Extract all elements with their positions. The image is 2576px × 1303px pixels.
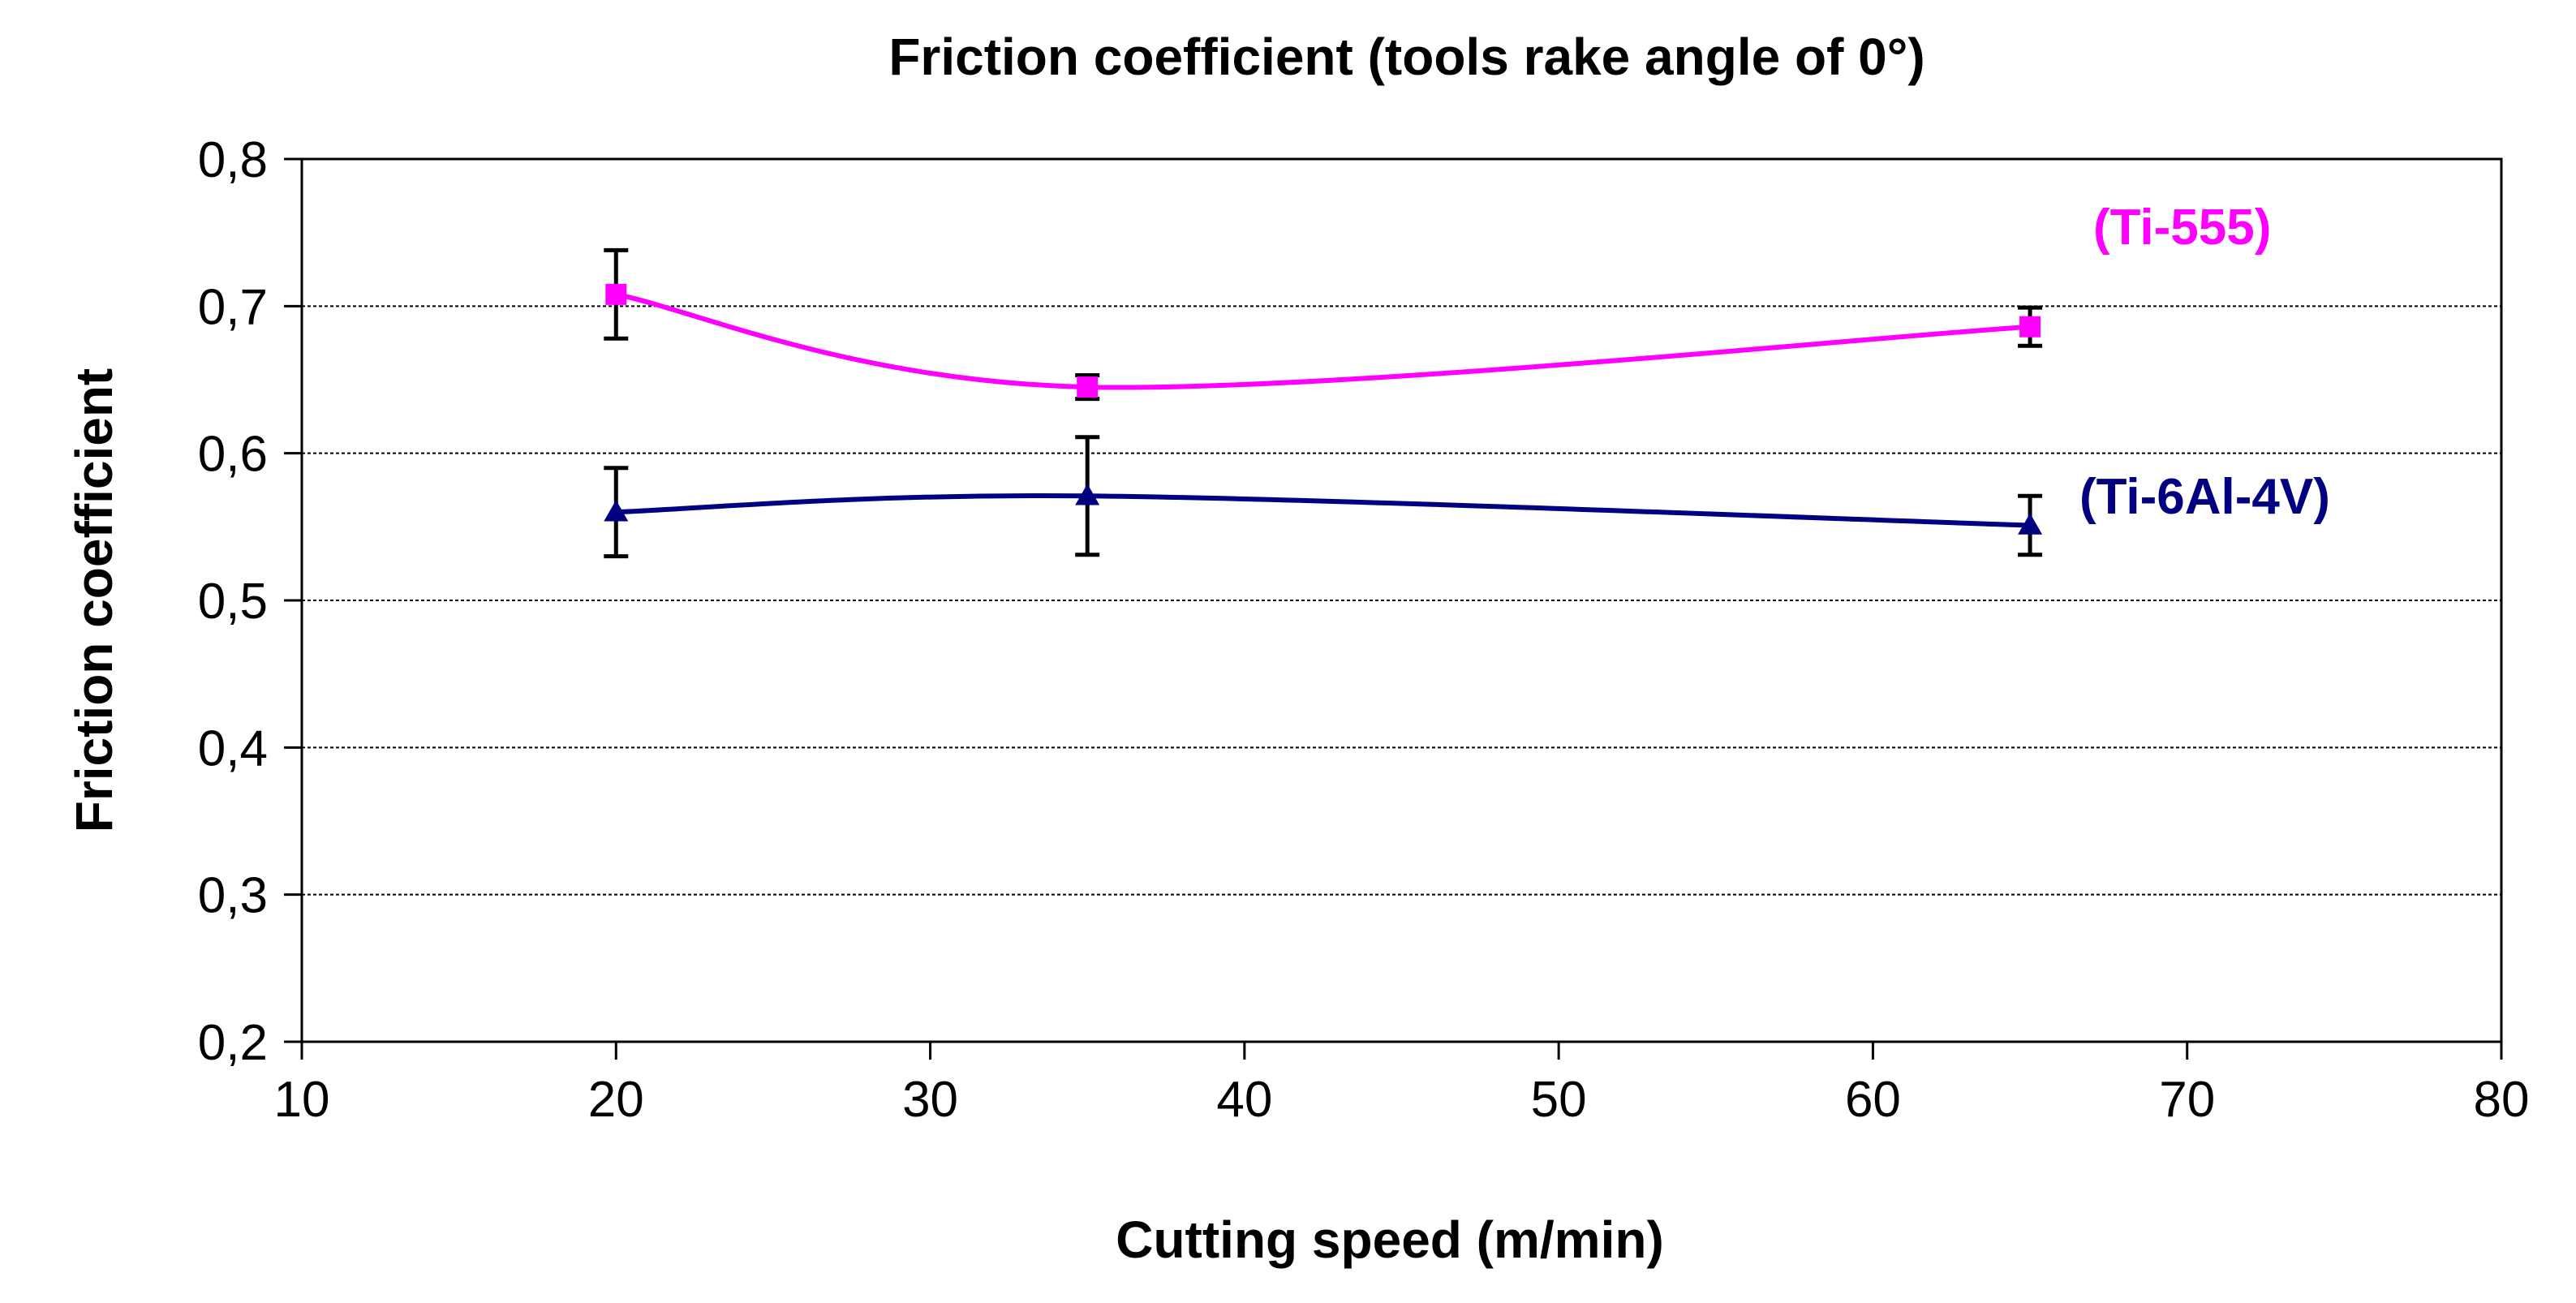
data-point <box>1075 484 1100 505</box>
x-axis: 10 20 30 40 50 60 70 80 <box>274 1042 2530 1128</box>
series-group <box>604 247 2043 559</box>
series-ti-555 <box>604 247 2043 402</box>
data-point <box>605 283 627 305</box>
chart-title: Friction coefficient (tools rake angle o… <box>888 28 1924 86</box>
data-point <box>1077 376 1099 398</box>
x-tick-label: 30 <box>902 1072 958 1128</box>
grid-lines <box>302 305 2501 896</box>
data-point <box>2019 316 2041 338</box>
x-tick-label: 20 <box>588 1072 644 1128</box>
x-tick-label: 50 <box>1531 1072 1587 1128</box>
x-tick-label: 70 <box>2159 1072 2215 1128</box>
x-tick-label: 80 <box>2474 1072 2530 1128</box>
x-tick-label: 40 <box>1216 1072 1272 1128</box>
data-point <box>604 500 629 522</box>
y-tick-label: 0,2 <box>198 1015 268 1071</box>
series-label-ti-6al-4v: (Ti-6Al-4V) <box>2079 469 2330 525</box>
y-tick-label: 0,6 <box>198 427 268 483</box>
y-tick-label: 0,7 <box>198 279 268 335</box>
y-axis-title: Friction coefficient <box>65 368 123 833</box>
data-point <box>2018 513 2043 535</box>
series-ti-6al-4v <box>604 435 2043 559</box>
x-tick-label: 10 <box>274 1072 330 1128</box>
y-tick-label: 0,4 <box>198 720 268 776</box>
series-label-ti-555: (Ti-555) <box>2093 200 2271 256</box>
y-axis: 0,2 0,3 0,4 0,5 0,6 0,7 0,8 <box>198 132 302 1071</box>
x-axis-title: Cutting speed (m/min) <box>1116 1211 1664 1269</box>
y-tick-label: 0,8 <box>198 132 268 188</box>
series-line <box>616 493 2031 528</box>
y-tick-label: 0,5 <box>198 574 268 630</box>
x-tick-label: 60 <box>1845 1072 1901 1128</box>
series-line <box>615 291 2031 390</box>
y-tick-label: 0,3 <box>198 868 268 924</box>
